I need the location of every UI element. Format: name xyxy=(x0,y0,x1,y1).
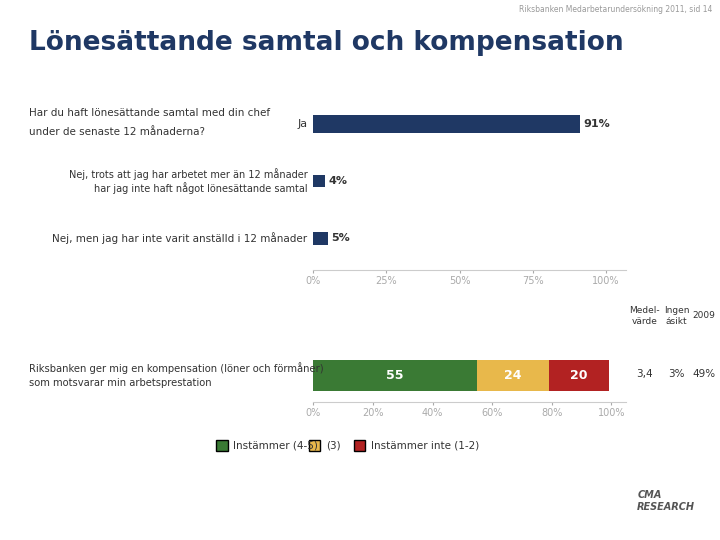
Text: Ja: Ja xyxy=(297,119,307,129)
Bar xyxy=(313,232,328,245)
Bar xyxy=(313,114,580,133)
Text: 5%: 5% xyxy=(331,233,350,244)
Text: Instämmer (4-5): Instämmer (4-5) xyxy=(233,441,318,450)
Text: 3,4: 3,4 xyxy=(636,369,653,379)
Text: 55: 55 xyxy=(387,369,404,382)
Text: Nej, trots att jag har arbetet mer än 12 månader
har jag inte haft något lönesät: Nej, trots att jag har arbetet mer än 12… xyxy=(68,168,307,194)
Bar xyxy=(477,360,549,391)
Text: 91%: 91% xyxy=(583,119,610,129)
Text: 2009: 2009 xyxy=(693,312,716,320)
Text: under de senaste 12 månaderna?: under de senaste 12 månaderna? xyxy=(29,127,204,137)
Text: Lönesättande samtal och kompensation: Lönesättande samtal och kompensation xyxy=(29,30,624,56)
Text: Instämmer inte (1-2): Instämmer inte (1-2) xyxy=(371,441,479,450)
Text: Har du haft lönesättande samtal med din chef: Har du haft lönesättande samtal med din … xyxy=(29,108,270,118)
Bar xyxy=(313,175,325,187)
Text: 49%: 49% xyxy=(693,369,716,379)
Text: Ingen
ásikt: Ingen ásikt xyxy=(664,306,690,326)
Text: (3): (3) xyxy=(326,441,341,450)
Text: Nej, men jag har inte varit anställd i 12 månader: Nej, men jag har inte varit anställd i 1… xyxy=(53,233,307,245)
Bar xyxy=(313,360,477,391)
Text: 3%: 3% xyxy=(669,369,685,379)
Text: Riksbanken Medarbetarundersökning 2011, sid 14: Riksbanken Medarbetarundersökning 2011, … xyxy=(519,5,713,15)
Text: 4%: 4% xyxy=(328,176,348,186)
Text: CMA
RESEARCH: CMA RESEARCH xyxy=(637,490,696,512)
Text: 24: 24 xyxy=(504,369,522,382)
Text: Medel-
värde: Medel- värde xyxy=(629,306,660,326)
Text: Riksbanken ger mig en kompensation (löner och förmåner): Riksbanken ger mig en kompensation (löne… xyxy=(29,362,323,374)
Text: 20: 20 xyxy=(570,369,588,382)
Bar xyxy=(549,360,608,391)
Text: som motsvarar min arbetsprestation: som motsvarar min arbetsprestation xyxy=(29,379,212,388)
